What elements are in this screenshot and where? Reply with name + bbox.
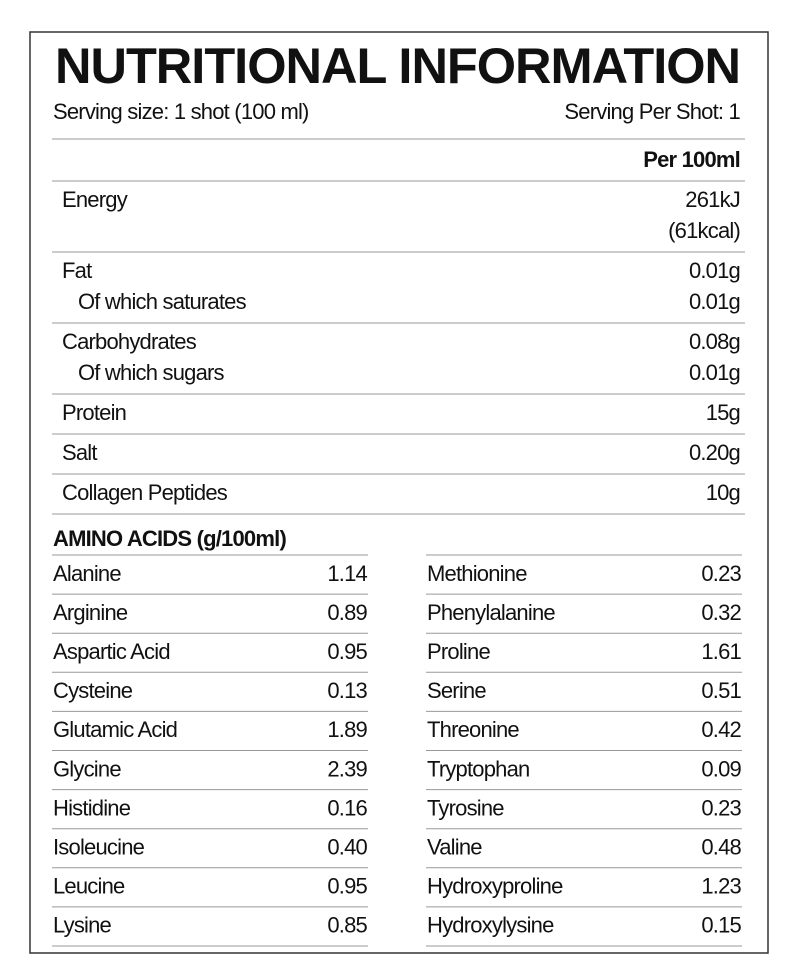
- amino-value: 0.51: [701, 678, 741, 703]
- amino-name: Hydroxylysine: [427, 913, 554, 938]
- amino-name: Threonine: [427, 717, 519, 742]
- amino-value: 0.16: [327, 795, 367, 820]
- amino-name: Proline: [427, 639, 490, 664]
- nutrient-value: 0.01g: [689, 258, 740, 283]
- servings: Serving Per Shot: 1: [564, 99, 740, 124]
- amino-value: 0.13: [327, 678, 367, 703]
- amino-name: Leucine: [53, 874, 125, 899]
- amino-value: 0.89: [327, 600, 367, 625]
- amino-value: 1.14: [327, 561, 367, 586]
- amino-value: 1.23: [701, 874, 741, 899]
- nutrient-value: 0.20g: [689, 440, 740, 465]
- nutrient-value: 10g: [706, 480, 740, 505]
- nutrient-label: Carbohydrates: [62, 329, 197, 354]
- amino-name: Serine: [427, 678, 486, 703]
- amino-name: Tryptophan: [427, 756, 529, 781]
- nutrient-value: 0.08g: [689, 329, 740, 354]
- nutrient-label: Protein: [62, 400, 126, 425]
- amino-value: 0.85: [327, 913, 367, 938]
- nutrient-sublabel: Of which saturates: [78, 289, 247, 314]
- amino-value: 0.95: [327, 639, 367, 664]
- amino-name: Tyrosine: [427, 795, 504, 820]
- amino-title: AMINO ACIDS (g/100ml): [53, 526, 286, 551]
- nutrient-value: 0.01g: [689, 289, 740, 314]
- nutrient-label: Fat: [62, 258, 92, 283]
- serving-size: Serving size: 1 shot (100 ml): [53, 99, 309, 124]
- nutrient-label: Collagen Peptides: [62, 480, 228, 505]
- amino-name: Histidine: [53, 795, 131, 820]
- amino-value: 1.89: [327, 717, 367, 742]
- amino-name: Isoleucine: [53, 835, 145, 860]
- nutrient-value: 0.01g: [689, 360, 740, 385]
- title: NUTRITIONAL INFORMATION: [55, 38, 740, 94]
- nutrient-sublabel: Of which sugars: [78, 360, 225, 385]
- amino-name: Arginine: [53, 600, 128, 625]
- amino-name: Hydroxyproline: [427, 874, 563, 899]
- amino-name: Alanine: [53, 561, 121, 586]
- amino-value: 0.09: [701, 756, 741, 781]
- amino-name: Phenylalanine: [427, 600, 555, 625]
- amino-value: 0.23: [701, 561, 741, 586]
- nutrient-value: 261kJ: [685, 187, 740, 212]
- amino-name: Cysteine: [53, 678, 133, 703]
- amino-value: 0.32: [701, 600, 741, 625]
- nutrient-value: 15g: [706, 400, 740, 425]
- nutrient-value: (61kcal): [668, 218, 740, 243]
- amino-name: Methionine: [427, 561, 527, 586]
- amino-value: 1.61: [701, 639, 741, 664]
- amino-value: 0.95: [327, 874, 367, 899]
- amino-value: 0.40: [327, 835, 367, 860]
- amino-name: Lysine: [53, 913, 112, 938]
- amino-name: Aspartic Acid: [53, 639, 170, 664]
- column-header: Per 100ml: [643, 147, 740, 172]
- amino-value: 0.42: [701, 717, 741, 742]
- amino-value: 2.39: [327, 756, 367, 781]
- amino-name: Glycine: [53, 756, 121, 781]
- amino-value: 0.48: [701, 835, 741, 860]
- label-border: [29, 31, 769, 954]
- nutrient-label: Salt: [62, 440, 97, 465]
- amino-value: 0.15: [701, 913, 741, 938]
- amino-name: Valine: [427, 835, 482, 860]
- amino-name: Glutamic Acid: [53, 717, 177, 742]
- amino-value: 0.23: [701, 795, 741, 820]
- nutrient-label: Energy: [62, 187, 128, 212]
